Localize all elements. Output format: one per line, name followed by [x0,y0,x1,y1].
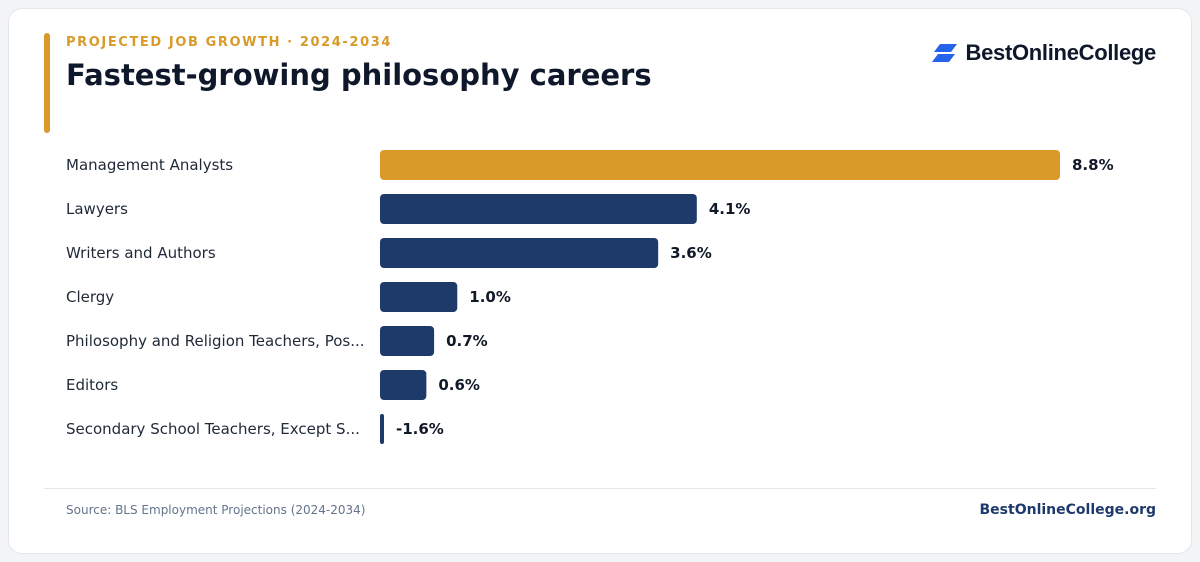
bar[interactable] [380,150,1060,180]
bar[interactable] [380,282,458,312]
brand-logo[interactable]: BestOnlineCollege [931,40,1157,66]
value-label: 1.0% [469,288,511,306]
category-label: Writers and Authors [66,244,216,262]
bar[interactable] [380,326,435,356]
eyebrow-label: PROJECTED JOB GROWTH · 2024-2034 [66,35,393,50]
stacked-parallelogram-logo-icon [931,44,957,62]
chart-card [8,8,1192,554]
category-label: Clergy [66,288,114,306]
value-label: -1.6% [396,420,444,438]
site-link[interactable]: BestOnlineCollege.org [979,502,1156,518]
category-label: Management Analysts [66,156,233,174]
value-label: 0.7% [446,332,488,350]
footer-divider [44,488,1156,489]
brand-name: BestOnlineCollege [965,40,1157,65]
source-note: Source: BLS Employment Projections (2024… [66,503,366,517]
accent-bar [44,33,50,133]
category-label: Secondary School Teachers, Except S... [66,420,360,438]
value-label: 8.8% [1072,156,1114,174]
category-label: Lawyers [66,200,128,218]
value-label: 4.1% [709,200,751,218]
bar[interactable] [380,194,697,224]
category-label: Editors [66,376,118,394]
bar[interactable] [380,414,384,444]
bar[interactable] [380,238,659,268]
page-title: Fastest-growing philosophy careers [66,58,652,92]
value-label: 0.6% [438,376,480,394]
bar[interactable] [380,370,427,400]
value-label: 3.6% [670,244,712,262]
category-label: Philosophy and Religion Teachers, Pos... [66,332,365,350]
